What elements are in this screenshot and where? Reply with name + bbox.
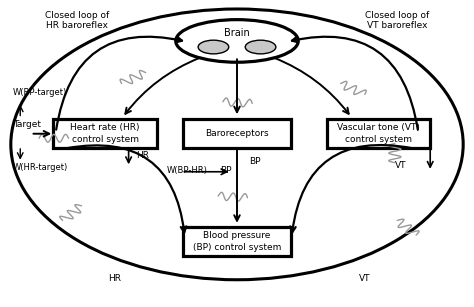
Bar (53, 119, 157, 148)
Text: Heart rate (HR)
control system: Heart rate (HR) control system (70, 123, 140, 144)
Text: W(BP-HR): W(BP-HR) (166, 166, 207, 175)
Text: HR: HR (136, 150, 149, 160)
Text: Vascular tone (VT)
control system: Vascular tone (VT) control system (337, 123, 420, 144)
Text: W(BP-target): W(BP-target) (13, 88, 67, 97)
Text: VT: VT (395, 161, 406, 170)
Text: Brain: Brain (224, 28, 250, 38)
Bar (183, 119, 291, 148)
Text: Closed loop of
HR baroreflex: Closed loop of HR baroreflex (45, 10, 109, 30)
Text: Closed loop of
VT baroreflex: Closed loop of VT baroreflex (365, 10, 429, 30)
Bar (183, 227, 291, 256)
Text: W(HR-target): W(HR-target) (13, 163, 68, 172)
Text: VT: VT (358, 274, 370, 283)
Ellipse shape (245, 40, 276, 54)
Text: HR: HR (108, 274, 121, 283)
Text: BP: BP (220, 166, 232, 175)
Ellipse shape (198, 40, 229, 54)
Ellipse shape (176, 20, 298, 62)
Text: Target: Target (13, 120, 41, 129)
Text: Blood pressure
(BP) control system: Blood pressure (BP) control system (193, 231, 281, 252)
Text: Baroreceptors: Baroreceptors (205, 129, 269, 138)
Bar (327, 119, 430, 148)
Text: BP: BP (249, 157, 260, 166)
